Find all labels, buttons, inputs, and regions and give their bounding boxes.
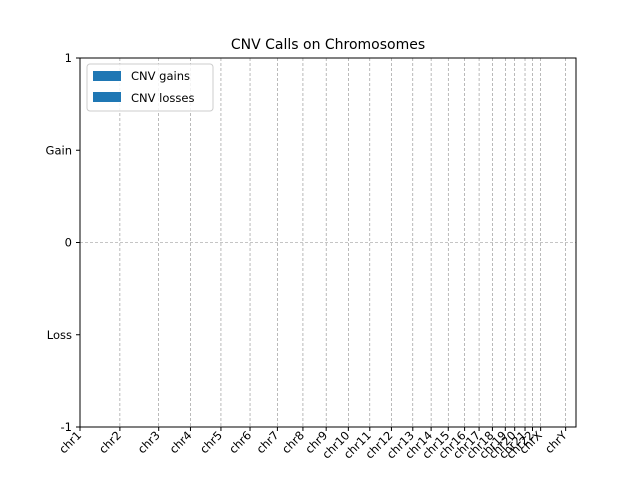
y-tick-label: Loss bbox=[47, 328, 72, 342]
legend-label-losses: CNV losses bbox=[131, 91, 194, 105]
grid-lines bbox=[79, 58, 576, 427]
y-tick-label: 0 bbox=[65, 236, 72, 250]
x-axis: chr1 chr2 chr3 chr4 chr5 chr6 chr7chr8chr9chr1… bbox=[56, 427, 570, 461]
y-tick-label: -1 bbox=[61, 420, 72, 434]
y-tick-label: Gain bbox=[46, 143, 72, 157]
legend-swatch-gains bbox=[93, 71, 121, 81]
y-tick-label: 1 bbox=[65, 51, 72, 65]
chart-title: CNV Calls on Chromosomes bbox=[231, 37, 425, 53]
legend-swatch-losses bbox=[93, 92, 121, 102]
y-axis: 1 Gain 0 Loss -1 bbox=[46, 51, 80, 434]
legend: CNV gains CNV losses bbox=[86, 63, 214, 112]
legend-label-gains: CNV gains bbox=[131, 69, 190, 83]
plot-area: 1 Gain 0 Loss -1 chr1 chr2 chr3 chr4 chr5 chr6 chr… bbox=[46, 51, 577, 461]
